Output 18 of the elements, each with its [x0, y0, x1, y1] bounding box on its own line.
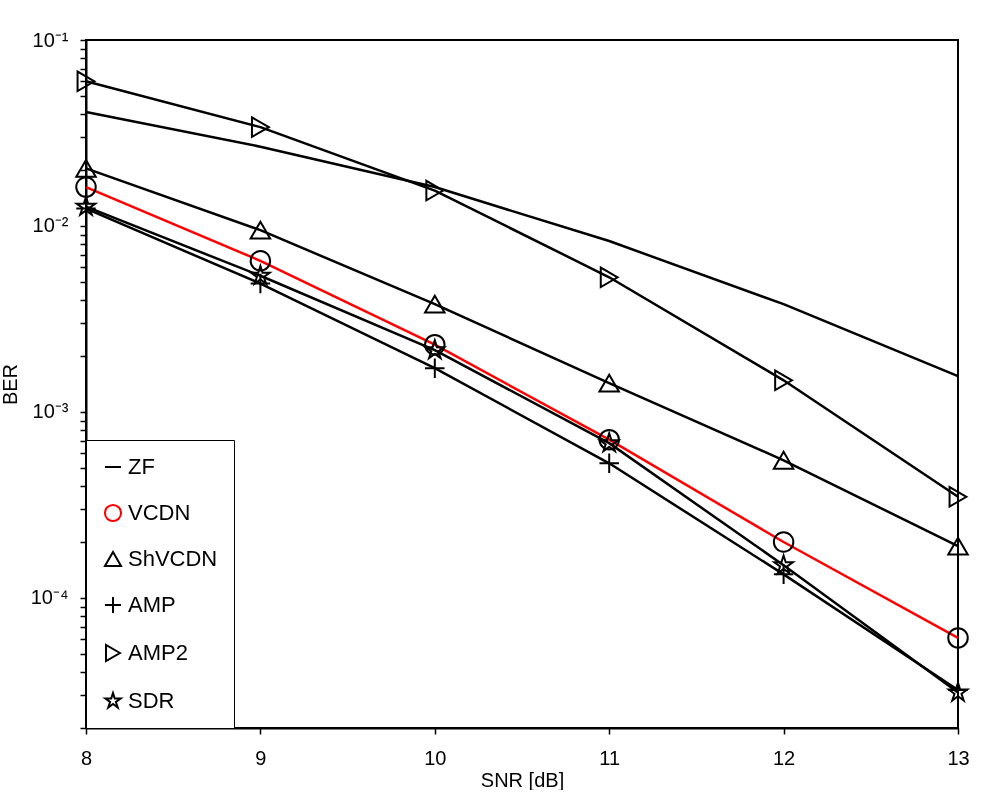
- x-tick-label: 9: [255, 746, 267, 769]
- y-tick-label: 10⁻²: [32, 214, 69, 237]
- legend-label: VCDN: [128, 500, 191, 525]
- x-tick-label: 10: [424, 746, 447, 769]
- x-axis-title: SNR [dB]: [480, 768, 565, 791]
- y-axis-title: BER: [0, 363, 21, 406]
- y-tick-label: 10⁻⁴: [30, 586, 69, 609]
- legend-label: ZF: [128, 454, 155, 479]
- legend-label: SDR: [128, 688, 175, 713]
- legend-label: ShVCDN: [128, 546, 218, 571]
- x-tick-label: 13: [947, 746, 970, 769]
- legend-label: AMP: [128, 592, 176, 617]
- legend-label: AMP2: [128, 640, 188, 665]
- y-tick-label: 10⁻¹: [32, 28, 69, 51]
- x-tick-label: 12: [772, 746, 796, 769]
- y-tick-label: 10⁻³: [32, 400, 69, 423]
- x-tick-label: 11: [599, 746, 621, 769]
- x-tick-label: 8: [80, 746, 93, 769]
